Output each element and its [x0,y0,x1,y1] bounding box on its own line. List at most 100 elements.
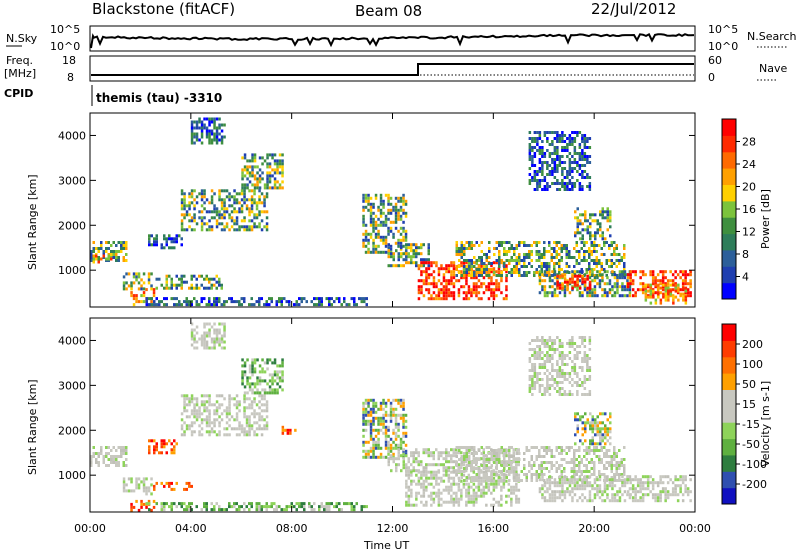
heatmap-cell [453,480,456,483]
heatmap-cell [125,247,128,250]
heatmap-cell [196,303,199,306]
heatmap-cell [614,484,617,487]
heatmap-cell [598,455,601,458]
heatmap-cell [123,446,126,449]
heatmap-cell [208,219,211,222]
heatmap-cell [554,137,557,140]
heatmap-cell [662,288,665,291]
heatmap-cell [510,504,512,507]
heatmap-cell [145,477,148,480]
heatmap-cell [587,418,590,421]
heatmap-cell [458,504,461,507]
heatmap-cell [621,461,624,464]
heatmap-cell [276,303,279,306]
heatmap-cell [173,439,176,442]
heatmap-cell [558,259,561,262]
heatmap-cell [370,209,373,212]
heatmap-cell [534,354,537,357]
heatmap-cell [561,375,564,378]
heatmap-cell [191,133,194,136]
heatmap-cell [443,501,446,504]
heatmap-cell [361,505,364,508]
colorbar-segment [722,119,736,136]
heatmap-cell [281,297,284,300]
heatmap-cell [241,171,244,174]
heatmap-cell [395,212,398,215]
heatmap-cell [613,455,616,458]
heatmap-cell [599,478,602,481]
heatmap-cell [546,357,549,360]
heatmap-cell [279,376,282,379]
heatmap-cell [276,159,279,162]
heatmap-cell [203,326,206,329]
heatmap-cell [529,182,532,185]
heatmap-cell [515,483,518,486]
heatmap-cell [534,137,537,140]
heatmap-cell [465,297,468,300]
heatmap-cell [566,281,569,284]
heatmap-cell [188,195,191,198]
heatmap-cell [203,201,206,204]
heatmap-cell [128,477,131,480]
heatmap-cell [576,384,579,387]
heatmap-cell [579,475,582,478]
heatmap-cell [365,429,368,432]
heatmap-cell [259,174,262,177]
heatmap-cell [675,284,678,287]
nsky-tick-top: 10^5 [50,23,80,36]
heatmap-cell [188,485,191,488]
heatmap-cell [505,288,508,291]
heatmap-cell [218,139,221,142]
heatmap-cell [592,436,595,439]
heatmap-cell [385,405,388,408]
heatmap-cell [581,137,584,140]
heatmap-cell [566,182,569,185]
heatmap-cell [549,499,552,502]
heatmap-cell [564,161,567,164]
heatmap-cell [110,455,113,458]
heatmap-cell [564,393,567,396]
heatmap-cell [420,252,423,255]
heatmap-cell [251,174,254,177]
heatmap-cell [544,176,547,179]
heatmap-cell [246,228,249,231]
heatmap-cell [278,300,281,303]
heatmap-cell [377,417,380,420]
heatmap-cell [123,486,126,489]
heatmap-cell [382,423,385,426]
heatmap-cell [561,499,564,502]
heatmap-cell [561,131,564,134]
heatmap-cell [592,442,595,445]
heatmap-cell [490,282,493,285]
heatmap-cell [375,251,378,254]
beam-title: Beam 08 [355,2,422,20]
heatmap-cell [286,508,289,511]
heatmap-cell [236,403,239,406]
heatmap-cell [468,455,471,458]
heatmap-cell [120,247,123,250]
heatmap-cell [370,206,373,209]
heatmap-cell [125,452,128,455]
heatmap-cell [393,255,396,258]
heatmap-cell [554,146,557,149]
heatmap-cell [569,481,572,484]
heatmap-cell [120,250,123,253]
heatmap-cell [599,487,602,490]
heatmap-cell [556,390,559,393]
heatmap-cell [569,173,572,176]
heatmap-cell [589,496,592,499]
heatmap-cell [98,455,101,458]
heatmap-cell [428,291,431,294]
heatmap-cell [372,399,375,402]
heatmap-cell [523,464,526,467]
heatmap-cell [458,486,461,489]
heatmap-cell [372,402,375,405]
heatmap-cell [513,473,516,476]
heatmap-cell [453,285,456,288]
heatmap-cell [251,204,254,207]
heatmap-cell [367,456,370,459]
heatmap-cell [498,501,501,504]
heatmap-cell [251,225,254,228]
heatmap-cell [418,460,421,463]
heatmap-cell [594,493,597,496]
